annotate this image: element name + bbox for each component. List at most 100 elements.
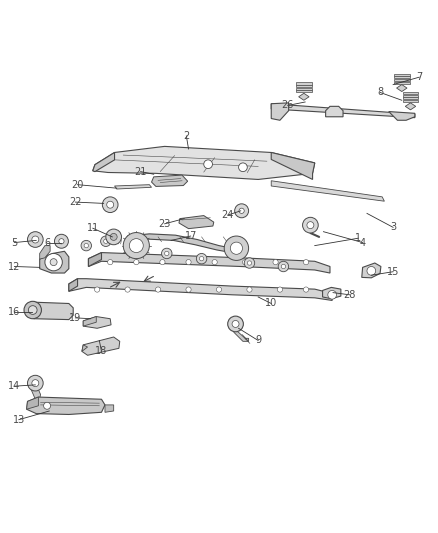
Circle shape <box>243 260 248 265</box>
Circle shape <box>228 316 244 332</box>
Bar <box>403 92 418 94</box>
Circle shape <box>199 256 204 261</box>
Polygon shape <box>83 317 111 328</box>
Text: 26: 26 <box>282 100 294 110</box>
Text: 12: 12 <box>8 262 21 271</box>
Polygon shape <box>127 234 237 254</box>
Circle shape <box>32 236 39 243</box>
Circle shape <box>160 260 165 265</box>
Polygon shape <box>405 103 416 110</box>
Circle shape <box>307 222 314 229</box>
Polygon shape <box>389 111 415 120</box>
Text: 10: 10 <box>265 298 277 309</box>
Circle shape <box>165 251 169 256</box>
Polygon shape <box>322 287 341 298</box>
Circle shape <box>110 233 117 240</box>
Circle shape <box>102 197 118 213</box>
Circle shape <box>32 379 39 386</box>
Text: 16: 16 <box>8 307 21 317</box>
Bar <box>394 79 410 81</box>
Circle shape <box>303 217 318 233</box>
Polygon shape <box>40 251 69 273</box>
Circle shape <box>232 320 239 327</box>
Text: 28: 28 <box>343 290 356 300</box>
Circle shape <box>235 204 249 218</box>
Polygon shape <box>28 302 34 319</box>
Polygon shape <box>93 152 115 172</box>
Bar <box>296 85 312 87</box>
Circle shape <box>196 254 207 264</box>
Polygon shape <box>179 215 214 229</box>
Bar <box>296 87 312 90</box>
Polygon shape <box>31 385 41 399</box>
Text: 24: 24 <box>222 210 234 220</box>
Polygon shape <box>27 397 39 409</box>
Polygon shape <box>93 147 315 180</box>
Polygon shape <box>396 85 407 92</box>
Circle shape <box>224 236 249 261</box>
Circle shape <box>134 260 139 265</box>
Circle shape <box>186 287 191 292</box>
Circle shape <box>278 261 289 272</box>
Bar <box>394 74 410 76</box>
Text: 20: 20 <box>71 180 84 190</box>
Text: 19: 19 <box>69 313 81 323</box>
Circle shape <box>129 239 143 253</box>
Polygon shape <box>28 302 73 320</box>
Bar <box>403 97 418 99</box>
Circle shape <box>24 301 42 319</box>
Polygon shape <box>88 253 330 273</box>
Polygon shape <box>231 325 249 341</box>
Circle shape <box>367 266 376 275</box>
Circle shape <box>54 235 68 248</box>
Circle shape <box>59 239 64 244</box>
Text: 21: 21 <box>134 167 147 176</box>
Circle shape <box>162 248 172 259</box>
Bar <box>296 83 312 85</box>
Polygon shape <box>271 104 415 118</box>
Circle shape <box>281 264 286 269</box>
Text: 11: 11 <box>87 223 99 233</box>
Polygon shape <box>115 184 152 189</box>
Circle shape <box>28 375 43 391</box>
Circle shape <box>45 254 62 271</box>
Text: 7: 7 <box>416 72 422 82</box>
Polygon shape <box>299 93 309 100</box>
Circle shape <box>84 244 88 248</box>
Circle shape <box>230 242 243 254</box>
Polygon shape <box>40 246 50 259</box>
Text: 1: 1 <box>355 233 361 243</box>
Text: 15: 15 <box>387 266 399 277</box>
Polygon shape <box>105 405 114 413</box>
Polygon shape <box>152 175 187 187</box>
Polygon shape <box>271 152 315 180</box>
Text: 8: 8 <box>377 87 383 98</box>
Circle shape <box>101 236 111 246</box>
Polygon shape <box>82 345 88 351</box>
Text: 14: 14 <box>8 381 21 391</box>
Bar <box>403 94 418 97</box>
Text: 9: 9 <box>255 335 261 345</box>
Circle shape <box>216 287 222 292</box>
Circle shape <box>28 232 43 247</box>
Circle shape <box>328 290 336 299</box>
Circle shape <box>50 259 57 265</box>
Polygon shape <box>69 279 332 301</box>
Circle shape <box>123 232 149 259</box>
Text: 17: 17 <box>184 231 197 241</box>
Text: 5: 5 <box>11 238 18 247</box>
Circle shape <box>244 258 254 268</box>
Circle shape <box>107 201 114 208</box>
Circle shape <box>239 208 244 213</box>
Circle shape <box>44 402 50 409</box>
Polygon shape <box>271 181 385 201</box>
Text: 3: 3 <box>390 222 396 232</box>
Polygon shape <box>325 107 343 117</box>
Circle shape <box>186 260 191 265</box>
Text: 6: 6 <box>44 238 50 247</box>
Bar <box>296 90 312 92</box>
Text: 4: 4 <box>360 238 366 247</box>
Polygon shape <box>271 103 289 120</box>
Bar <box>394 82 410 84</box>
Circle shape <box>104 239 108 244</box>
